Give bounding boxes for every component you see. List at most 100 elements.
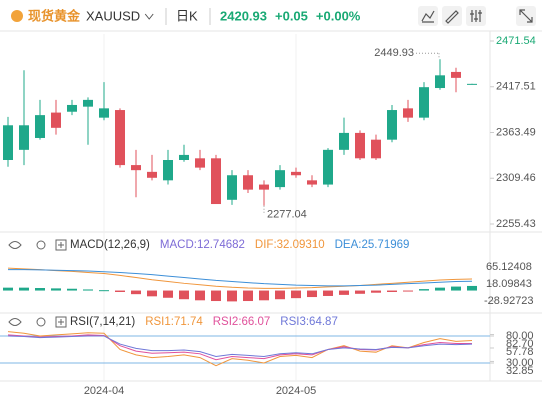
macd-bar xyxy=(67,288,77,291)
macd-bar xyxy=(163,290,173,298)
legend-entry: DEA:25.71969 xyxy=(335,239,410,251)
macd-bar xyxy=(451,286,461,291)
x-tick-label: 2024-04 xyxy=(84,385,124,397)
legend-entry: RSI1:71.74 xyxy=(145,316,203,328)
macd-bar xyxy=(83,289,93,291)
macd-bar xyxy=(275,290,285,300)
y-tick-label: 30.00 xyxy=(506,357,534,369)
legend-entry: RSI3:64.87 xyxy=(280,316,338,328)
low-annotation: 2277.04 xyxy=(267,209,307,221)
y-tick-label: 2255.43 xyxy=(496,218,536,230)
candle-body xyxy=(35,115,45,138)
macd-bar xyxy=(195,290,205,301)
price: 2420.93 xyxy=(220,8,267,23)
legend-entry: RSI2:66.07 xyxy=(213,316,271,328)
macd-bar xyxy=(115,290,125,292)
candle-body xyxy=(291,171,301,176)
candle-body xyxy=(387,110,397,140)
gold-icon xyxy=(11,10,23,22)
macd-bar xyxy=(291,290,301,299)
panel-title: RSI(7,14,21) xyxy=(70,316,135,328)
y-tick-label: 82.70 xyxy=(506,338,534,350)
candle-body xyxy=(51,112,61,128)
symbol[interactable]: XAUUSD xyxy=(86,8,140,23)
candle-body xyxy=(195,158,205,168)
candle-body xyxy=(355,132,365,159)
y-tick-label: 2471.54 xyxy=(496,35,536,47)
candle-body xyxy=(451,71,461,78)
high-annotation: 2449.93 xyxy=(374,47,414,59)
macd-bar xyxy=(307,290,317,298)
legend-entry: MACD:12.74682 xyxy=(160,239,245,251)
macd-bar xyxy=(19,287,29,291)
macd-bar xyxy=(355,290,365,294)
candle-body xyxy=(83,99,93,107)
macd-bar xyxy=(179,290,189,300)
rsi-line xyxy=(7,335,473,358)
macd-bar xyxy=(403,290,413,292)
x-tick-label: 2024-05 xyxy=(276,385,316,397)
add-icon[interactable] xyxy=(55,239,67,251)
y-tick-label: 2363.49 xyxy=(496,126,536,138)
candle-body xyxy=(3,125,13,161)
y-tick-label: 65.12408 xyxy=(486,261,532,273)
macd-bar xyxy=(339,290,349,295)
settings-icon xyxy=(470,10,482,22)
macd-bar xyxy=(211,290,221,302)
candle-body xyxy=(243,175,253,190)
macd-bar xyxy=(35,288,45,291)
y-tick-label: -28.92723 xyxy=(484,295,534,307)
dropdown-caret[interactable] xyxy=(144,13,154,20)
period[interactable]: 日K xyxy=(176,8,198,23)
y-tick-label: 2309.46 xyxy=(496,172,536,184)
candle-body xyxy=(131,165,141,171)
dif-line xyxy=(7,267,473,289)
draw-button[interactable] xyxy=(442,6,462,26)
panel-title: MACD(12,26,9) xyxy=(70,239,150,251)
y-tick-label: 57.78 xyxy=(506,346,534,358)
candle-body xyxy=(275,170,285,188)
candle-body xyxy=(211,158,221,205)
eye-icon[interactable] xyxy=(8,318,22,326)
macd-bar xyxy=(131,290,141,295)
eye-icon[interactable] xyxy=(8,241,22,249)
y-tick-label: 80.00 xyxy=(506,330,534,342)
macd-bar xyxy=(51,288,61,291)
macd-bar xyxy=(323,290,333,296)
candle-body xyxy=(19,125,29,150)
rsi-tools xyxy=(8,316,67,328)
macd-tools xyxy=(8,239,67,251)
candle-body xyxy=(419,87,429,118)
candle-body xyxy=(147,171,157,178)
add-icon[interactable] xyxy=(55,316,67,328)
candle-body xyxy=(99,108,109,118)
y-tick-label: 32.85 xyxy=(506,365,534,377)
candle-body xyxy=(371,139,381,159)
instrument-name: 现货黄金 xyxy=(28,8,81,23)
gear-icon[interactable] xyxy=(36,317,46,327)
gear-icon[interactable] xyxy=(36,240,46,250)
macd-bar xyxy=(387,290,397,292)
macd-bar xyxy=(3,287,13,291)
candle-body xyxy=(67,104,77,112)
rsi-line xyxy=(7,331,473,367)
change: +0.05 xyxy=(275,8,308,23)
candle-body xyxy=(467,83,477,85)
draw-icon xyxy=(445,10,459,24)
y-tick-label: 18.09843 xyxy=(486,278,532,290)
candle-body xyxy=(403,108,413,118)
fullscreen-icon xyxy=(519,9,533,23)
candle-body xyxy=(115,110,125,166)
add-icon-cross xyxy=(58,319,64,325)
add-icon-cross xyxy=(58,242,64,248)
candle-body xyxy=(339,132,349,150)
macd-bar xyxy=(435,287,445,291)
macd-bar xyxy=(371,290,381,293)
macd-bar xyxy=(147,290,157,297)
macd-bar xyxy=(243,290,253,302)
y-tick-label: 2417.51 xyxy=(496,81,536,93)
candle-body xyxy=(323,149,333,185)
macd-bar xyxy=(467,285,477,291)
dea-line xyxy=(8,269,473,287)
